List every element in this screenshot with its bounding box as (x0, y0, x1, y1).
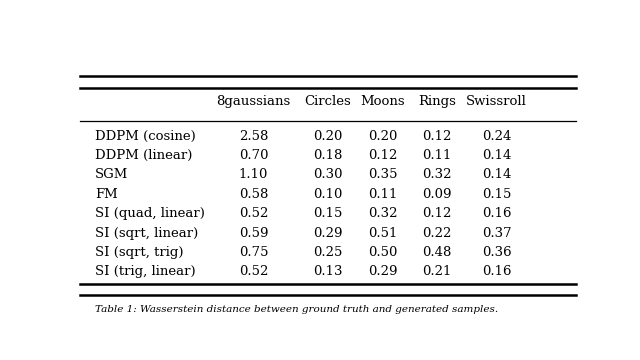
Text: 0.13: 0.13 (313, 265, 343, 278)
Text: 0.70: 0.70 (239, 149, 268, 162)
Text: 0.52: 0.52 (239, 207, 268, 220)
Text: 0.58: 0.58 (239, 188, 268, 201)
Text: 0.20: 0.20 (368, 130, 397, 143)
Text: 0.75: 0.75 (239, 246, 268, 259)
Text: SGM: SGM (95, 168, 128, 181)
Text: 0.30: 0.30 (313, 168, 343, 181)
Text: 0.51: 0.51 (368, 226, 397, 240)
Text: SI (quad, linear): SI (quad, linear) (95, 207, 205, 220)
Text: SI (sqrt, trig): SI (sqrt, trig) (95, 246, 184, 259)
Text: Table 1: Wasserstein distance between ground truth and generated samples.: Table 1: Wasserstein distance between gr… (95, 305, 498, 314)
Text: 0.21: 0.21 (422, 265, 452, 278)
Text: Swissroll: Swissroll (466, 95, 527, 108)
Text: 0.29: 0.29 (313, 226, 343, 240)
Text: 0.18: 0.18 (314, 149, 342, 162)
Text: 0.32: 0.32 (422, 168, 452, 181)
Text: 0.20: 0.20 (314, 130, 342, 143)
Text: 0.52: 0.52 (239, 265, 268, 278)
Text: 1.10: 1.10 (239, 168, 268, 181)
Text: Circles: Circles (305, 95, 351, 108)
Text: 0.15: 0.15 (314, 207, 342, 220)
Text: 0.48: 0.48 (422, 246, 452, 259)
Text: DDPM (linear): DDPM (linear) (95, 149, 192, 162)
Text: Moons: Moons (360, 95, 405, 108)
Text: 0.22: 0.22 (422, 226, 452, 240)
Text: Rings: Rings (418, 95, 456, 108)
Text: 0.14: 0.14 (482, 149, 511, 162)
Text: 0.15: 0.15 (482, 188, 511, 201)
Text: 0.12: 0.12 (422, 130, 452, 143)
Text: 0.12: 0.12 (368, 149, 397, 162)
Text: 0.09: 0.09 (422, 188, 452, 201)
Text: DDPM (cosine): DDPM (cosine) (95, 130, 196, 143)
Text: 0.35: 0.35 (368, 168, 397, 181)
Text: SI (sqrt, linear): SI (sqrt, linear) (95, 226, 198, 240)
Text: 0.11: 0.11 (422, 149, 452, 162)
Text: 8gaussians: 8gaussians (216, 95, 291, 108)
Text: 0.24: 0.24 (482, 130, 511, 143)
Text: 0.16: 0.16 (482, 265, 511, 278)
Text: 0.10: 0.10 (314, 188, 342, 201)
Text: 0.11: 0.11 (368, 188, 397, 201)
Text: FM: FM (95, 188, 118, 201)
Text: 0.36: 0.36 (482, 246, 511, 259)
Text: 0.14: 0.14 (482, 168, 511, 181)
Text: 0.12: 0.12 (422, 207, 452, 220)
Text: 0.37: 0.37 (482, 226, 511, 240)
Text: 0.25: 0.25 (314, 246, 342, 259)
Text: 0.29: 0.29 (368, 265, 397, 278)
Text: 0.50: 0.50 (368, 246, 397, 259)
Text: 2.58: 2.58 (239, 130, 268, 143)
Text: 0.16: 0.16 (482, 207, 511, 220)
Text: SI (trig, linear): SI (trig, linear) (95, 265, 195, 278)
Text: 0.32: 0.32 (368, 207, 397, 220)
Text: 0.59: 0.59 (239, 226, 268, 240)
